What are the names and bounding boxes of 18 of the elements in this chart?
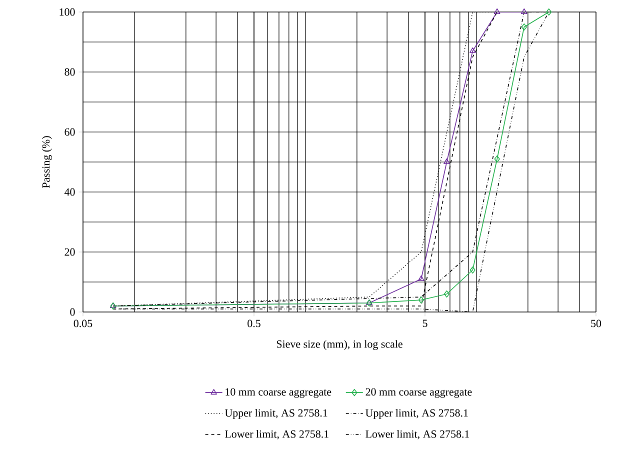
y-tick-label: 80: [64, 68, 75, 76]
y-axis-title: Passing (%): [42, 136, 52, 188]
x-tick-label: 0.05: [74, 320, 92, 328]
y-tick-label: 60: [64, 128, 75, 136]
y-tick-label: 40: [64, 188, 75, 196]
legend-label: Upper limit, AS 2758.1: [366, 408, 468, 419]
legend-label: Lower limit, AS 2758.1: [366, 430, 470, 440]
x-tick-label: 5: [422, 320, 428, 328]
x-tick-label: 50: [591, 320, 602, 328]
legend-label: Lower limit, AS 2758.1: [225, 430, 328, 440]
y-tick-label: 100: [60, 8, 75, 16]
legend-label: 20 mm coarse aggregate: [366, 388, 472, 398]
x-tick-label: 0.5: [248, 320, 260, 328]
y-tick-label: 0: [70, 308, 75, 316]
y-tick-label: 20: [64, 248, 75, 256]
legend-label: Upper limit, AS 2758.1: [224, 408, 328, 419]
x-axis-title: Sieve size (mm), in log scale: [276, 340, 402, 350]
legend-label: 10 mm coarse aggregate: [226, 388, 332, 398]
